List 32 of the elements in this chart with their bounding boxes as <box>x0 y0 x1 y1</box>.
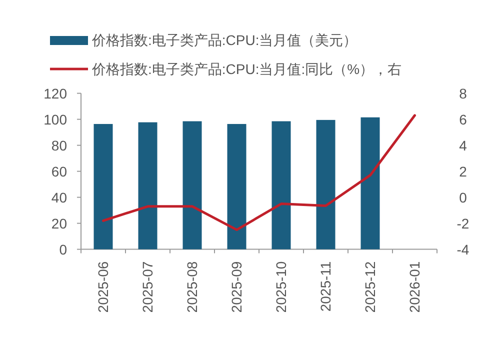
x-tick-label: 2025-06 <box>95 261 112 313</box>
y-tick-label: 20 <box>51 215 68 232</box>
x-tick-label: 2025-07 <box>140 261 156 313</box>
y2-tick-label: 6 <box>459 111 468 128</box>
y-tick-label: 60 <box>51 163 68 180</box>
line-series <box>102 114 416 232</box>
y-tick-label: 100 <box>44 111 68 128</box>
x-tick-label: 2025-10 <box>273 261 290 313</box>
y2-tick-label: -2 <box>456 215 470 232</box>
y-tick-label: 120 <box>44 85 68 102</box>
x-tick-label: 2025-12 <box>362 261 378 313</box>
legend-label: 价格指数:电子类产品:CPU:当月值:同比（%），右 <box>91 61 402 77</box>
y2-tick-label: 2 <box>459 163 468 180</box>
y-tick-label: 80 <box>51 137 68 154</box>
bar <box>227 124 246 250</box>
y-tick-label: 0 <box>59 241 68 258</box>
x-tick-label: 2025-09 <box>228 261 245 313</box>
y2-tick-label: 4 <box>459 137 468 154</box>
bar <box>182 121 202 250</box>
y2-tick-label: -4 <box>456 241 470 258</box>
bar <box>272 121 291 250</box>
x-tick-label: 2025-11 <box>318 261 334 312</box>
y-tick-label: 40 <box>51 189 68 206</box>
x-tick-label: 2025-08 <box>184 261 200 313</box>
bar <box>316 120 336 250</box>
y2-tick-label: 0 <box>459 189 468 206</box>
bar <box>138 122 158 250</box>
bar <box>360 117 380 250</box>
legend-label: 价格指数:电子类产品:CPU:当月值（美元） <box>91 32 358 48</box>
y2-tick-label: 8 <box>459 85 468 102</box>
bar <box>94 124 113 250</box>
x-tick-label: 2026-01 <box>406 261 423 313</box>
